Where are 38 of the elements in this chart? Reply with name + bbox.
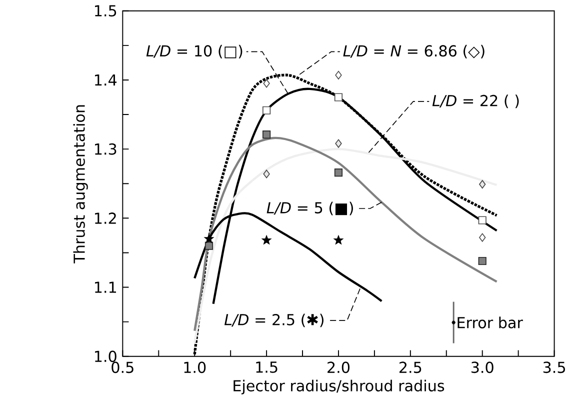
x-axis-title: Ejector radius/shroud radius [234, 380, 444, 394]
annotation: L/D = 2.5 (✱) [224, 313, 324, 327]
x-tick-label: 0.5 [112, 361, 134, 373]
series-label: Error bar [458, 316, 523, 328]
point [334, 92, 343, 102]
point [204, 234, 214, 243]
x-tick-label: 1.5 [256, 361, 278, 373]
y-tick-label: 1.1 [95, 282, 116, 293]
annotation: L/D = 22 ( ) [432, 94, 519, 108]
y-tick-label: 1.5 [95, 5, 116, 16]
annotation: L/D = 10 (□) [146, 44, 242, 58]
annotation: L/D = N = 6.86 (◇) [343, 44, 484, 58]
x-tick-label: 1.0 [184, 361, 206, 373]
x-tick-label: 2.5 [400, 361, 422, 373]
point [478, 216, 486, 224]
point [479, 180, 486, 188]
point [335, 139, 342, 148]
y-tick-label: 1.4 [95, 74, 117, 86]
x-tick-label: 3.0 [472, 361, 494, 373]
y-tick-label: 1.0 [95, 350, 116, 362]
y-tick-label: 1.2 [95, 212, 116, 224]
point [479, 232, 486, 242]
point [263, 169, 270, 178]
point [263, 78, 270, 88]
point [452, 320, 456, 324]
y-axis-title: Thrust augmentation [73, 104, 88, 264]
point [262, 235, 272, 244]
y-tick-label: 1.3 [95, 143, 116, 155]
point [204, 242, 214, 250]
annotation: L/D = 5 (■) [266, 202, 353, 215]
x-tick-label: 3.5 [543, 361, 565, 373]
point [262, 130, 271, 138]
point [334, 168, 343, 176]
point [335, 70, 342, 80]
point [334, 235, 344, 244]
x-tick-label: 2.0 [328, 361, 350, 373]
point [478, 256, 486, 265]
point [262, 106, 271, 114]
